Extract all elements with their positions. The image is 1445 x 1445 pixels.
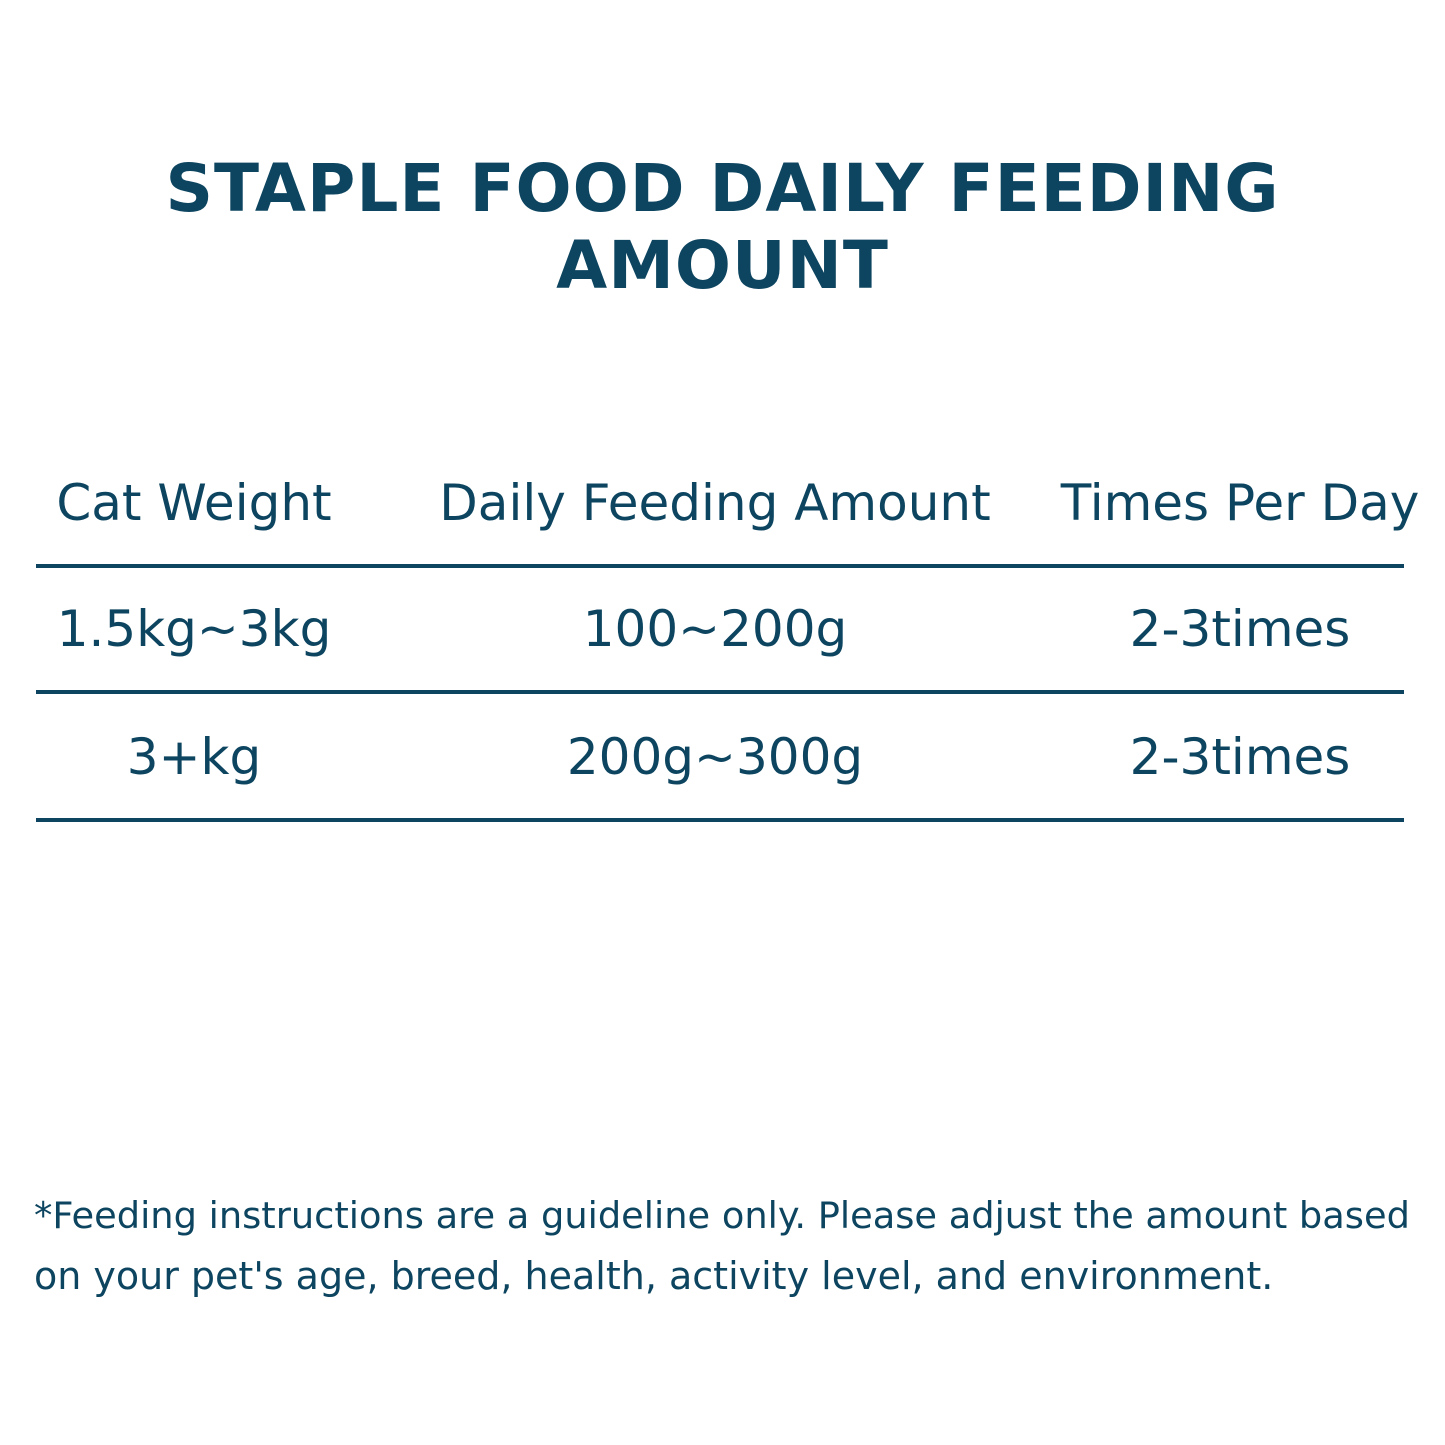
- rule: [36, 690, 1404, 694]
- cell: 200g~300g: [566, 728, 864, 786]
- cell: 1.5kg~3kg: [56, 600, 332, 658]
- rule: [36, 818, 1404, 822]
- footnote: on your pet's age, breed, health, activi…: [34, 1254, 1274, 1298]
- column-header: Cat Weight: [56, 474, 332, 532]
- rule: [36, 564, 1404, 568]
- cell: 3+kg: [126, 728, 262, 786]
- title: STAPLE FOOD DAILY FEEDING AMOUNT: [165, 150, 1280, 304]
- footnote: *Feeding instructions are a guideline on…: [34, 1194, 1410, 1237]
- cell: 100~200g: [582, 600, 848, 658]
- cell: 2-3times: [1129, 728, 1351, 786]
- cell: 2-3times: [1129, 600, 1351, 658]
- column-header: Times Per Day: [1060, 474, 1420, 532]
- column-header: Daily Feeding Amount: [439, 474, 991, 532]
